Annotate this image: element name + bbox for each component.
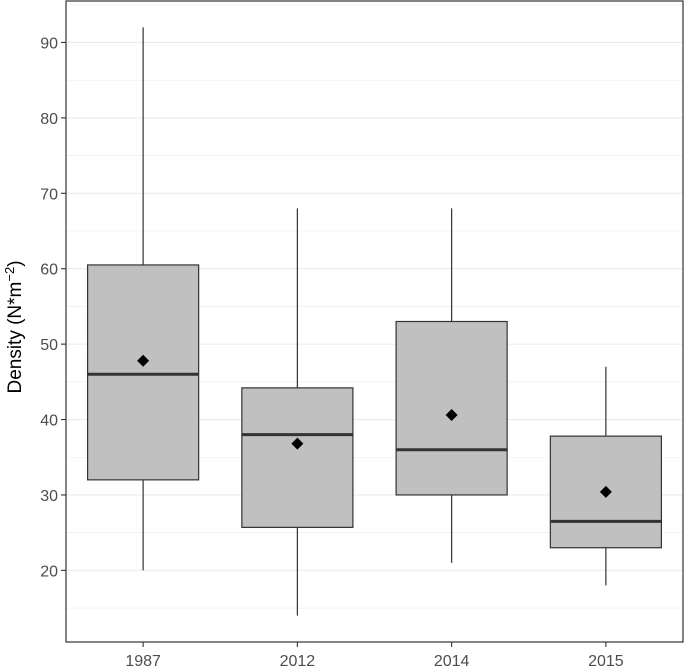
- box-1987: [86, 27, 200, 571]
- y-tick-label: 40: [40, 413, 58, 430]
- box-series: [86, 27, 663, 616]
- x-tick-label: 1987: [125, 653, 161, 667]
- mean-marker: [137, 354, 150, 367]
- plot-panel-border: [65, 0, 684, 643]
- mean-marker: [599, 485, 612, 498]
- y-tick-label: 80: [40, 111, 58, 128]
- box-body: [241, 387, 354, 528]
- y-axis-title: Density (N*m−2): [2, 260, 26, 393]
- y-tick-label: 30: [40, 488, 58, 505]
- y-tick-label: 70: [40, 186, 58, 203]
- mean-marker: [445, 409, 458, 422]
- x-tick-label: 2015: [588, 653, 624, 667]
- y-axis: 20 30 40 50 60 70 80 90: [40, 35, 66, 580]
- x-axis: 1987 2012 2014 2015: [125, 642, 624, 667]
- y-axis-title-close: ): [5, 260, 26, 266]
- box-body: [86, 264, 200, 481]
- y-tick-label: 60: [40, 262, 58, 279]
- mean-marker: [291, 437, 304, 450]
- y-tick-label: 50: [40, 337, 58, 354]
- y-tick-label: 20: [40, 563, 58, 580]
- y-axis-title-superscript: −2: [2, 267, 17, 282]
- x-tick-label: 2014: [434, 653, 470, 667]
- box-body: [395, 320, 508, 496]
- y-tick-label: 90: [40, 35, 58, 52]
- box-2012: [241, 208, 354, 616]
- box-2014: [395, 208, 508, 563]
- y-axis-title-main: Density (N*m: [5, 282, 26, 394]
- box-2015: [549, 366, 663, 586]
- x-tick-label: 2012: [280, 653, 316, 667]
